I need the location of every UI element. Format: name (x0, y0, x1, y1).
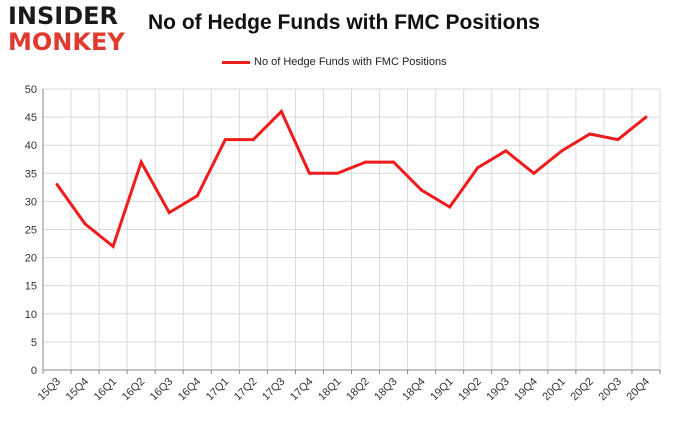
y-tick-label: 50 (25, 84, 37, 96)
chart-legend: No of Hedge Funds with FMC Positions (222, 54, 447, 70)
x-tick-label: 15Q3 (36, 376, 64, 404)
data-point (392, 160, 396, 164)
y-tick-labels: 0 5 10 15 20 25 30 35 40 45 50 (25, 84, 37, 377)
x-tick-label: 20Q2 (568, 376, 596, 404)
data-point (616, 138, 620, 142)
data-point (279, 109, 283, 113)
data-point (223, 138, 227, 142)
x-tick-label: 17Q2 (232, 376, 260, 404)
x-tick-label: 19Q2 (456, 376, 484, 404)
x-tick-labels: 15Q3 15Q4 16Q1 16Q2 16Q3 16Q4 17Q1 17Q2 17Q3 17Q4… (36, 376, 652, 404)
x-tick-label: 18Q1 (316, 376, 344, 404)
x-tick-label: 15Q4 (64, 376, 92, 404)
data-point (504, 149, 508, 153)
logo-text-bottom: MONKEY (8, 28, 125, 56)
series-layer (55, 108, 648, 249)
y-tick-label: 10 (25, 309, 37, 321)
data-point (55, 183, 59, 187)
series-line (55, 108, 647, 249)
grid-layer (42, 88, 661, 370)
y-tick-label: 0 (31, 365, 37, 377)
data-point (167, 211, 171, 215)
x-tick-label: 16Q1 (92, 376, 120, 404)
y-tick-label: 15 (25, 281, 37, 293)
y-tick-label: 5 (31, 337, 37, 349)
data-point (195, 194, 199, 198)
y-tick-label: 20 (25, 253, 37, 265)
data-point (307, 171, 311, 175)
chart-title: No of Hedge Funds with FMC Positions (148, 11, 540, 34)
x-tick-label: 18Q3 (372, 376, 400, 404)
x-tick-label: 20Q4 (625, 376, 653, 404)
legend-label: No of Hedge Funds with FMC Positions (254, 56, 447, 68)
y-tick-label: 35 (25, 168, 37, 180)
insider-monkey-logo: INSIDER MONKEY (8, 4, 130, 58)
y-tick-label: 30 (25, 196, 37, 208)
data-point (644, 115, 648, 119)
x-tick-label: 19Q4 (512, 376, 540, 404)
logo-text-top: INSIDER (8, 2, 119, 30)
data-point (420, 188, 424, 192)
x-tick-label: 19Q3 (484, 376, 512, 404)
data-point (588, 132, 592, 136)
y-tick-label: 25 (25, 225, 37, 237)
x-tick-label: 16Q3 (148, 376, 176, 404)
x-tick-label: 18Q4 (400, 376, 428, 404)
data-point (335, 171, 339, 175)
data-point (476, 166, 480, 170)
data-point (139, 160, 143, 164)
axis-layer (42, 89, 661, 374)
x-tick-label: 16Q4 (176, 376, 204, 404)
y-tick-label: 45 (25, 112, 37, 124)
legend-swatch (222, 60, 250, 64)
x-tick-label: 18Q2 (344, 376, 372, 404)
data-point (560, 149, 564, 153)
data-point (448, 205, 452, 209)
x-tick-label: 20Q3 (597, 376, 625, 404)
data-point (532, 171, 536, 175)
x-tick-label: 19Q1 (428, 376, 456, 404)
data-point (364, 160, 368, 164)
data-point (83, 222, 87, 226)
x-tick-label: 17Q1 (204, 376, 232, 404)
y-tick-label: 40 (25, 140, 37, 152)
data-point (251, 138, 255, 142)
x-tick-label: 20Q1 (540, 376, 568, 404)
x-tick-label: 17Q3 (260, 376, 288, 404)
x-tick-label: 17Q4 (288, 376, 316, 404)
x-tick-label: 16Q2 (120, 376, 148, 404)
data-point (111, 244, 115, 248)
